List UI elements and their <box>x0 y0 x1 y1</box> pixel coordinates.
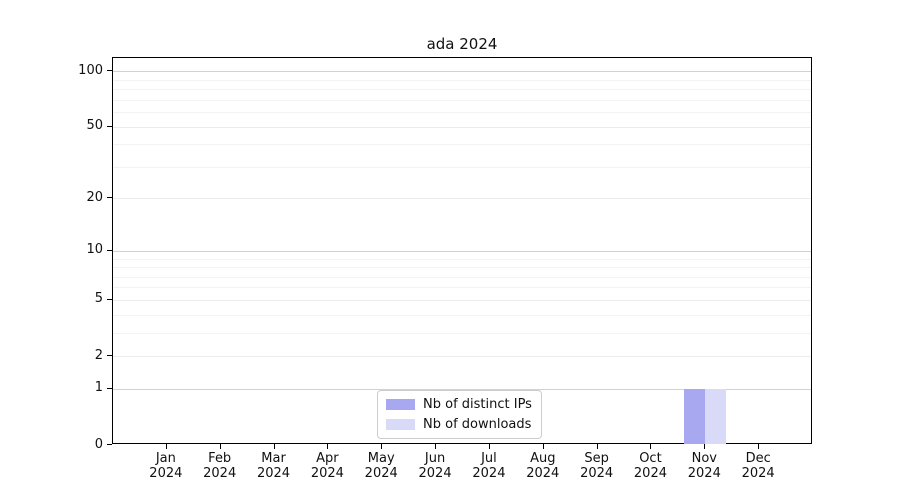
x-tick <box>650 444 652 449</box>
x-tick <box>327 444 329 449</box>
y-tick <box>107 387 112 389</box>
chart-title: ada 2024 <box>426 35 498 53</box>
minor-gridline <box>113 314 811 316</box>
x-tick-label: Jan 2024 <box>136 451 196 481</box>
x-tick-month: Jul <box>481 451 497 466</box>
y-tick-label: 100 <box>78 62 103 78</box>
x-tick-month: Oct <box>639 451 662 466</box>
x-tick <box>488 444 490 449</box>
x-tick-year: 2024 <box>418 466 452 481</box>
x-tick-label: Feb 2024 <box>190 451 250 481</box>
x-tick-year: 2024 <box>580 466 614 481</box>
x-tick-month: Nov <box>691 451 717 466</box>
x-tick-label: Apr 2024 <box>297 451 357 481</box>
legend-swatch <box>386 399 415 410</box>
x-tick-label: Jun 2024 <box>405 451 465 481</box>
x-tick-year: 2024 <box>364 466 398 481</box>
x-tick-month: Apr <box>316 451 339 466</box>
x-tick <box>758 444 760 449</box>
x-tick <box>165 444 167 449</box>
y-tick-label: 20 <box>86 189 103 205</box>
x-tick-year: 2024 <box>310 466 344 481</box>
x-tick-month: Feb <box>208 451 232 466</box>
x-tick <box>542 444 544 449</box>
x-tick-label: Aug 2024 <box>513 451 573 481</box>
legend: Nb of distinct IPs Nb of downloads <box>377 390 542 439</box>
x-tick-month: Sep <box>584 451 609 466</box>
minor-gridline <box>113 258 811 260</box>
x-tick <box>219 444 221 449</box>
x-tick-month: Aug <box>530 451 556 466</box>
y-tick-label: 50 <box>86 118 103 134</box>
x-tick-month: Jun <box>424 451 446 466</box>
x-tick-year: 2024 <box>526 466 560 481</box>
y-tick-label: 1 <box>94 380 103 396</box>
minor-gridline <box>113 89 811 91</box>
minor-gridline <box>113 267 811 269</box>
x-tick-label: Oct 2024 <box>620 451 680 481</box>
x-tick-label: Sep 2024 <box>567 451 627 481</box>
y-tick-label: 2 <box>94 347 103 363</box>
minor-gridline <box>113 166 811 168</box>
minor-gridline <box>113 144 811 146</box>
gridline-1 <box>113 388 811 390</box>
x-tick-label: May 2024 <box>351 451 411 481</box>
x-tick-year: 2024 <box>149 466 183 481</box>
x-tick-year: 2024 <box>687 466 721 481</box>
x-tick-year: 2024 <box>203 466 237 481</box>
y-tick <box>107 197 112 199</box>
y-tick-label: 0 <box>94 436 103 452</box>
x-tick-label: Dec 2024 <box>728 451 788 481</box>
x-tick-month: Jan <box>155 451 176 466</box>
x-tick <box>273 444 275 449</box>
x-tick-month: Dec <box>745 451 771 466</box>
x-tick-year: 2024 <box>741 466 775 481</box>
y-tick <box>107 444 112 445</box>
minor-gridline <box>113 79 811 81</box>
x-tick-month: Mar <box>261 451 286 466</box>
gridline-100 <box>113 71 811 73</box>
bar-nb-of-downloads <box>705 388 727 444</box>
x-tick-label: Nov 2024 <box>674 451 734 481</box>
y-tick <box>107 355 112 357</box>
y-tick-label: 10 <box>86 242 103 258</box>
legend-label: Nb of distinct IPs <box>423 397 532 412</box>
x-tick-month: May <box>367 451 395 466</box>
x-tick-year: 2024 <box>256 466 291 481</box>
minor-gridline <box>113 332 811 334</box>
plot-area <box>112 57 812 444</box>
x-tick <box>704 444 706 449</box>
legend-item: Nb of distinct IPs <box>386 396 532 413</box>
x-tick-year: 2024 <box>472 466 506 481</box>
minor-gridline <box>113 99 811 101</box>
x-tick-label: Jul 2024 <box>459 451 519 481</box>
gridline-50 <box>113 126 811 128</box>
gridline-10 <box>113 250 811 252</box>
y-tick <box>107 298 112 300</box>
minor-gridline <box>113 276 811 278</box>
y-tick-label: 5 <box>94 291 103 307</box>
legend-swatch <box>386 419 415 430</box>
bar-nb-of-distinct-ips <box>684 388 706 444</box>
x-tick <box>435 444 437 449</box>
legend-item: Nb of downloads <box>386 416 532 433</box>
x-tick-label: Mar 2024 <box>244 451 304 481</box>
y-tick <box>107 70 112 72</box>
minor-gridline <box>113 112 811 114</box>
x-tick <box>596 444 598 449</box>
gridline-2 <box>113 356 811 358</box>
x-tick <box>381 444 383 449</box>
y-tick <box>107 249 112 251</box>
legend-label: Nb of downloads <box>423 417 532 432</box>
x-tick-year: 2024 <box>633 466 667 481</box>
y-tick <box>107 125 112 127</box>
gridline-5 <box>113 299 811 301</box>
minor-gridline <box>113 287 811 289</box>
gridline-20 <box>113 198 811 200</box>
